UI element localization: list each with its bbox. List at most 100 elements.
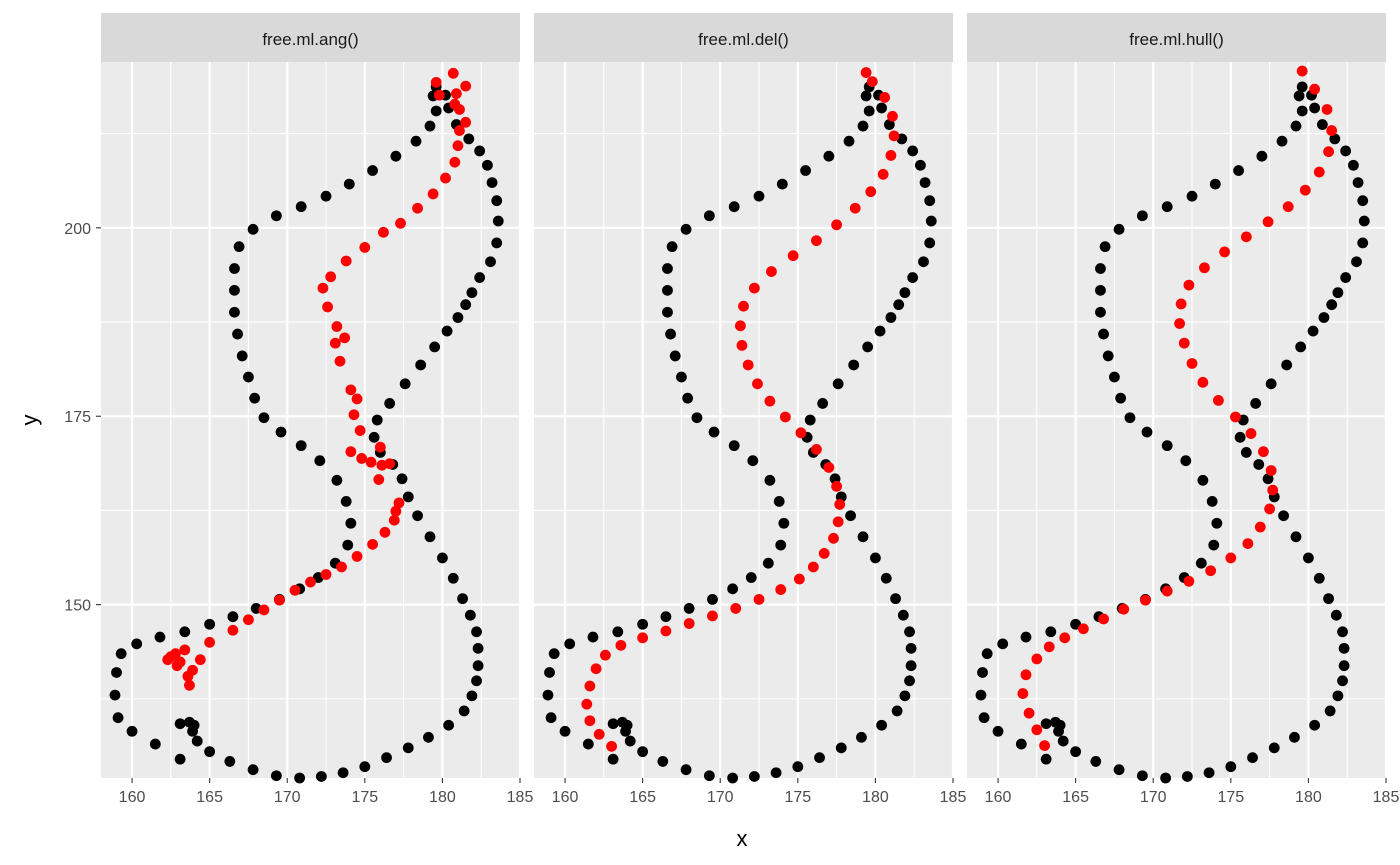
outline-point [804, 414, 816, 426]
outline-point [247, 764, 259, 776]
facet-strip [967, 13, 1386, 62]
midline-point [356, 453, 368, 464]
outline-point [1090, 756, 1102, 767]
midline-point [329, 337, 341, 349]
outline-point [331, 474, 343, 486]
outline-point [270, 210, 282, 222]
outline-point [870, 552, 881, 564]
midline-point [807, 561, 819, 573]
outline-point [390, 150, 402, 162]
midline-point [1262, 216, 1274, 228]
outline-point [612, 626, 624, 638]
midline-point [274, 594, 285, 606]
outline-point [359, 761, 371, 773]
midline-point [187, 664, 198, 676]
midline-point [345, 384, 357, 396]
midline-point [823, 462, 835, 473]
outline-point [925, 215, 937, 227]
outline-point [876, 102, 888, 114]
outline-point [315, 771, 327, 782]
outline-point [1136, 770, 1148, 782]
midline-point [320, 569, 332, 580]
outline-point [775, 539, 787, 551]
outline-point [682, 392, 694, 404]
outline-point [876, 719, 888, 731]
outline-point [978, 712, 990, 724]
midline-point [888, 130, 900, 142]
midline-series [1017, 65, 1338, 751]
outline-point [111, 667, 122, 678]
outline-point [860, 90, 872, 102]
outline-point [753, 190, 765, 202]
outline-point [637, 618, 649, 630]
x-tick-label: 180 [429, 789, 456, 806]
outline-point [1340, 145, 1352, 157]
outline-point [249, 392, 261, 404]
outline-point [669, 350, 681, 362]
outline-point [1020, 631, 1032, 643]
outline-point [823, 150, 835, 162]
outline-point [1358, 215, 1370, 227]
midline-point [1240, 231, 1252, 243]
midline-point [1186, 358, 1198, 369]
outline-point [1316, 119, 1328, 130]
midline-point [243, 614, 254, 626]
facet-strip [534, 13, 953, 62]
outline-point [776, 178, 788, 190]
y-tick-label: 200 [64, 221, 91, 238]
outline-point [258, 412, 270, 424]
midline-point [1199, 262, 1210, 274]
outline-point [474, 272, 486, 283]
outline-point [443, 719, 455, 731]
midline-point [1264, 503, 1276, 515]
midline-series [162, 67, 472, 691]
midline-point [1077, 623, 1089, 635]
outline-point [915, 159, 926, 171]
facet-strip-label: free.ml.ang() [262, 30, 358, 49]
outline-point [1253, 459, 1265, 470]
outline-point [1095, 306, 1106, 318]
x-tick-label: 170 [1140, 789, 1167, 806]
midline-point [1321, 104, 1333, 115]
outline-point [340, 495, 352, 507]
midline-point [606, 740, 617, 752]
midline-point [345, 446, 357, 458]
outline-point [415, 359, 427, 371]
outline-point [1332, 690, 1344, 702]
outline-point [491, 237, 503, 249]
outline-point [1290, 120, 1302, 132]
facet-strip-label: free.ml.hull() [1129, 30, 1223, 49]
outline-point [452, 312, 464, 323]
midline-point [831, 480, 843, 492]
outline-point [728, 201, 740, 213]
outline-point [247, 223, 259, 235]
outline-point [402, 491, 414, 503]
outline-point [662, 284, 673, 296]
outline-point [727, 772, 739, 784]
outline-point [862, 341, 874, 353]
midline-point [449, 98, 461, 110]
outline-point [1225, 761, 1237, 773]
x-tick-label: 180 [1295, 789, 1322, 806]
outline-point [463, 133, 475, 145]
outline-point [1095, 284, 1106, 296]
outline-point [975, 689, 987, 701]
outline-point [1357, 237, 1369, 249]
midline-point [1219, 246, 1231, 258]
outline-point [1208, 539, 1220, 551]
midline-point [412, 202, 423, 214]
midline-point [683, 618, 695, 629]
midline-point [748, 282, 760, 294]
x-tick-label: 175 [784, 789, 811, 806]
outline-point [1124, 412, 1136, 424]
outline-point [224, 756, 236, 767]
outline-point [977, 667, 988, 678]
outline-point [472, 642, 484, 654]
panel-background [101, 62, 520, 778]
outline-point [204, 618, 216, 630]
outline-point [367, 165, 378, 176]
outline-point [1161, 201, 1173, 213]
midline-point [351, 393, 363, 405]
outline-point [708, 426, 720, 438]
midline-point [305, 576, 316, 588]
